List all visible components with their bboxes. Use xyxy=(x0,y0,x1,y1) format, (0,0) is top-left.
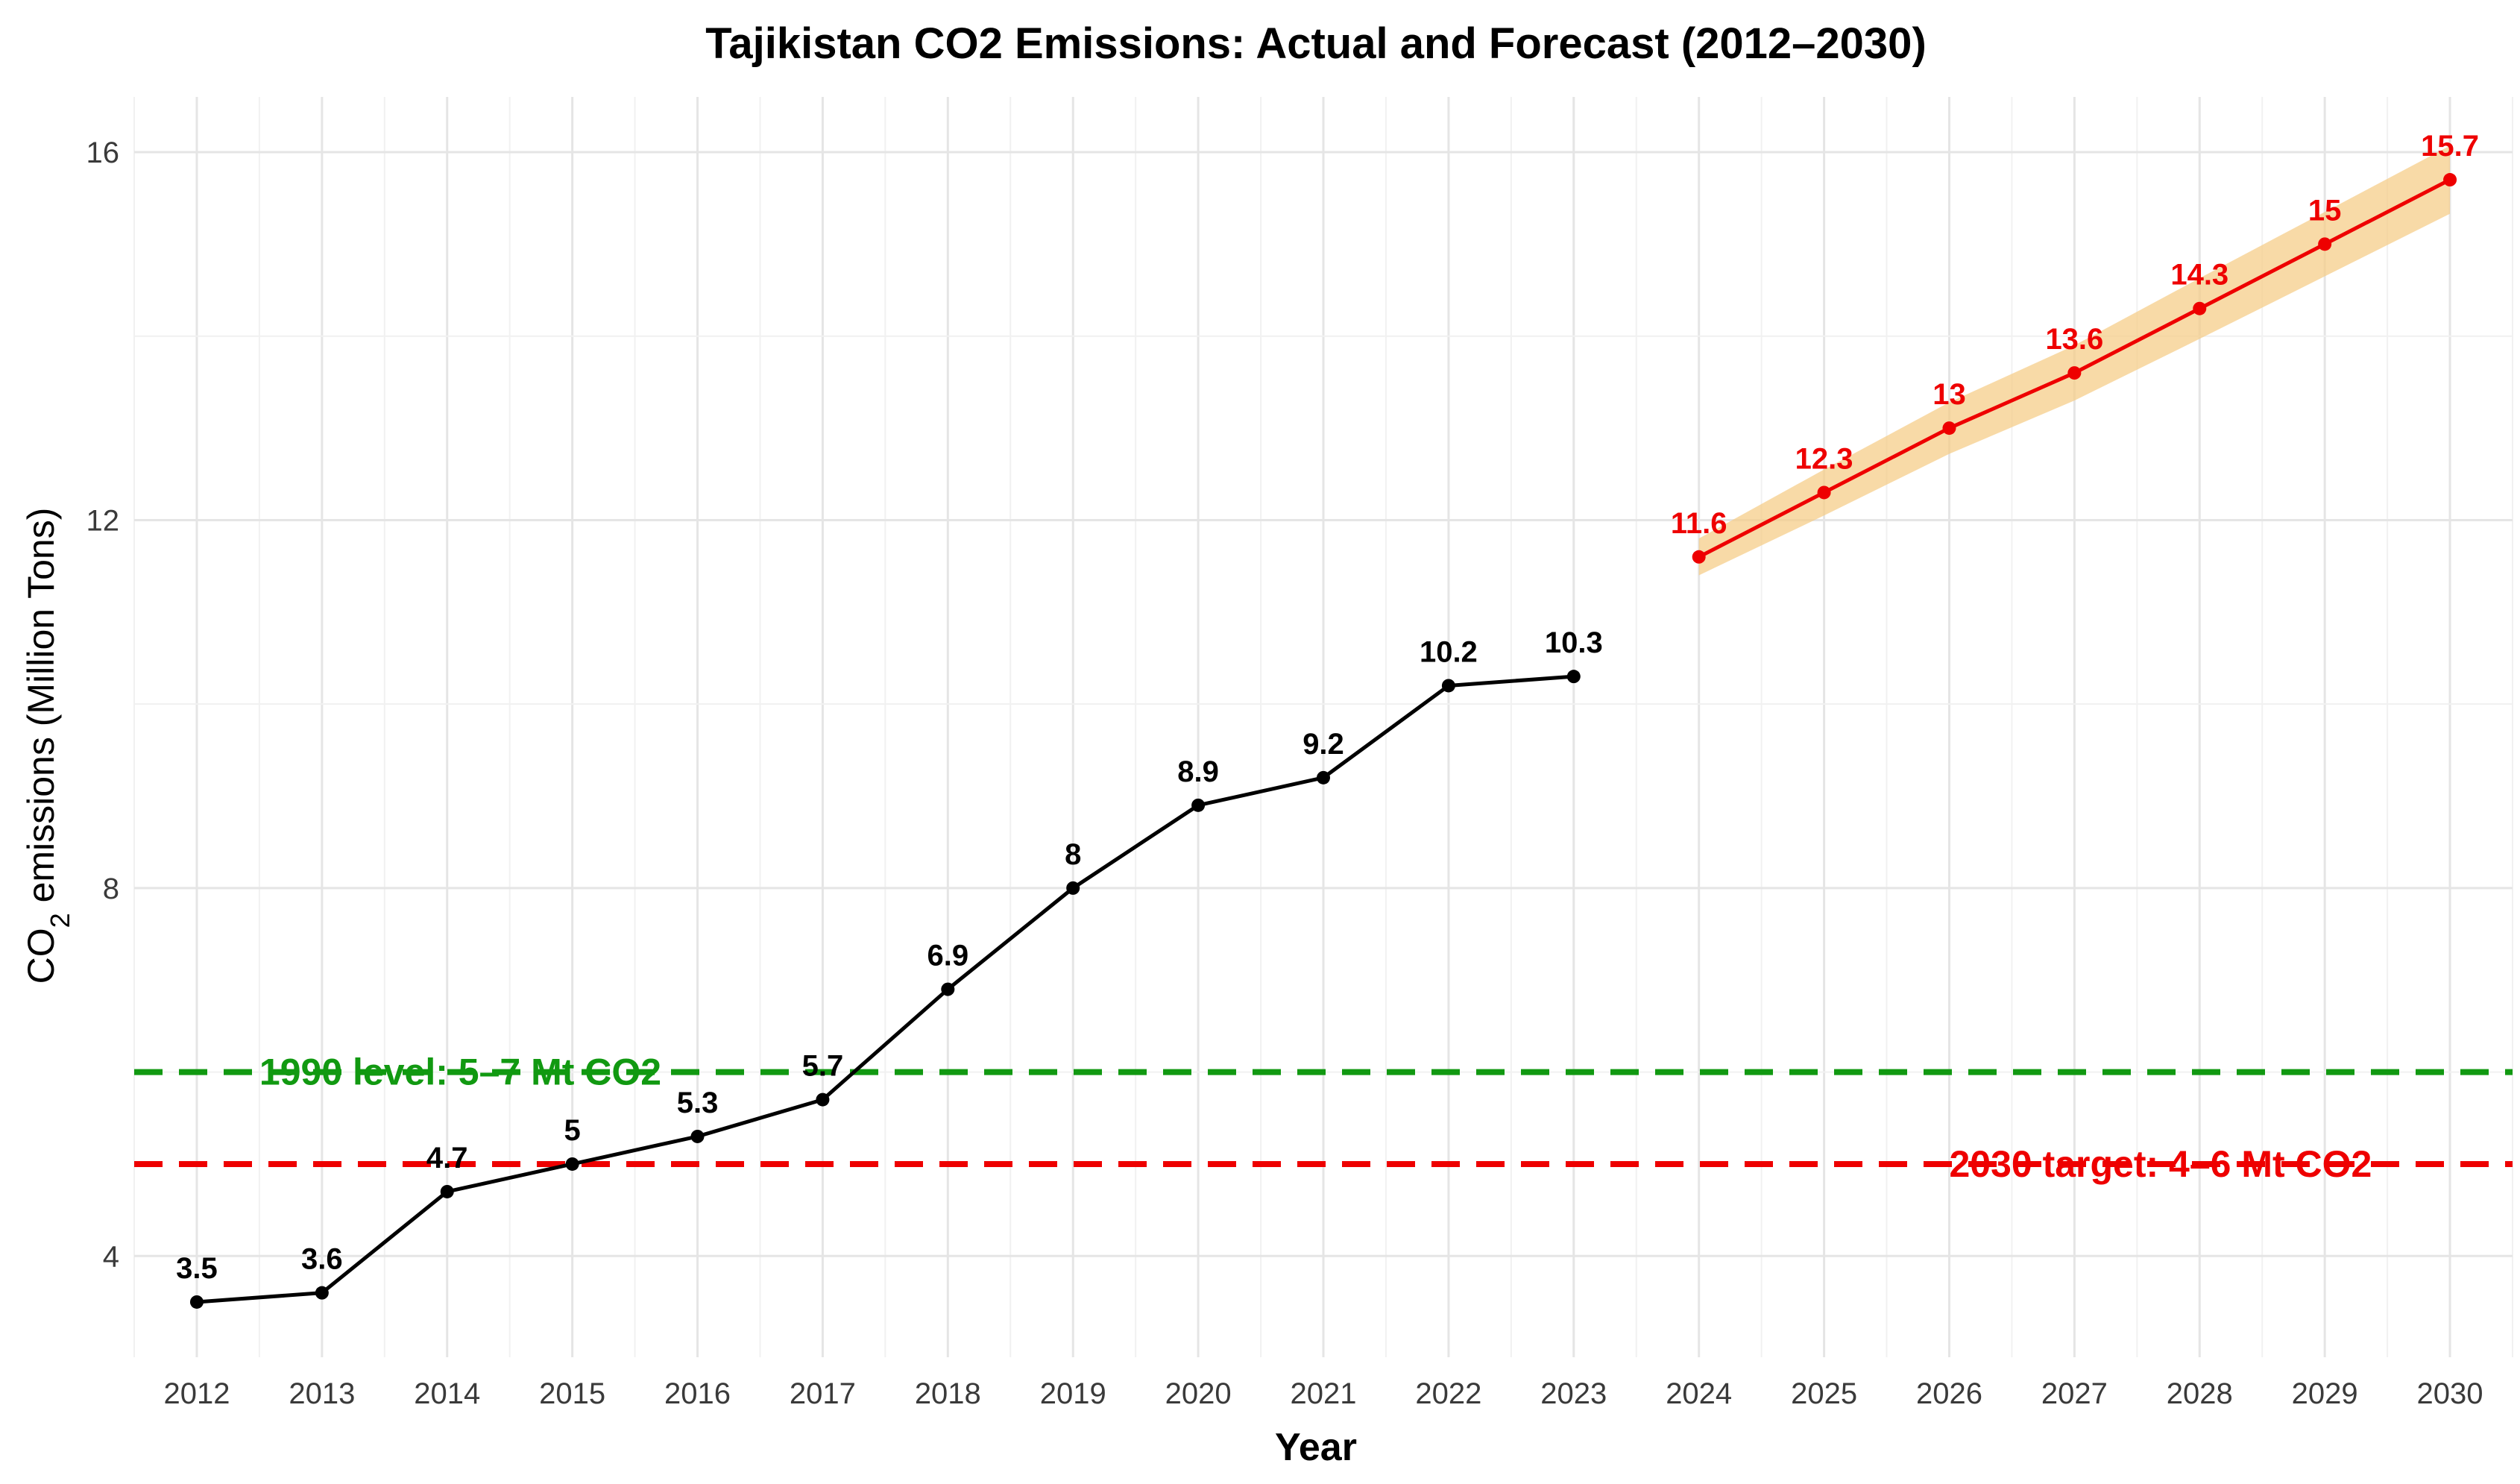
x-tick-label: 2022 xyxy=(1415,1377,1481,1410)
series-line-actual xyxy=(195,674,1576,1304)
data-point-actual xyxy=(315,1286,329,1300)
x-tick-label: 2021 xyxy=(1291,1377,1357,1410)
data-label-forecast: 14.3 xyxy=(2170,259,2228,292)
x-tick-label: 2018 xyxy=(915,1377,981,1410)
data-label-actual: 8.9 xyxy=(1177,755,1219,788)
data-point-forecast xyxy=(1692,550,1706,564)
x-tick-label: 2024 xyxy=(1666,1377,1732,1410)
tick-labels: 4 8 12 16 2012 2013 2014 2015 2016 2017 2018 2019 20… xyxy=(86,136,2483,1410)
data-point-actual xyxy=(189,1295,204,1309)
y-tick-label: 8 xyxy=(103,873,119,905)
x-tick-label: 2014 xyxy=(414,1377,480,1410)
data-point-forecast xyxy=(1942,421,1956,436)
x-tick-label: 2029 xyxy=(2292,1377,2358,1410)
reference-label-1990-level: 1990 level: 5–7 Mt CO2 xyxy=(259,1051,661,1093)
data-point-actual xyxy=(816,1092,830,1107)
data-point-forecast xyxy=(1817,485,1831,500)
forecast-confidence-band xyxy=(1698,145,2451,576)
data-label-actual: 3.5 xyxy=(176,1252,218,1285)
data-label-actual: 3.6 xyxy=(301,1243,343,1276)
x-tick-label: 2019 xyxy=(1040,1377,1106,1410)
data-point-actual xyxy=(1566,670,1581,684)
data-point-actual xyxy=(1066,881,1080,895)
x-tick-label: 2023 xyxy=(1540,1377,1607,1410)
data-label-actual: 5.7 xyxy=(802,1050,844,1083)
data-point-actual xyxy=(1191,798,1206,812)
data-point-actual xyxy=(565,1157,579,1171)
series-layer xyxy=(189,173,2457,1309)
y-axis-title: CO2 emissions (Million Tons) xyxy=(20,508,75,984)
x-tick-label: 2028 xyxy=(2167,1377,2233,1410)
data-point-actual xyxy=(440,1184,454,1198)
x-tick-label: 2012 xyxy=(163,1377,230,1410)
data-point-actual xyxy=(690,1129,705,1143)
x-tick-label: 2017 xyxy=(790,1377,856,1410)
data-label-actual: 10.3 xyxy=(1545,626,1603,659)
x-tick-label: 2030 xyxy=(2417,1377,2483,1410)
data-label-actual: 5 xyxy=(564,1114,581,1147)
y-tick-label: 4 xyxy=(103,1240,119,1273)
data-point-actual xyxy=(1317,770,1330,785)
y-tick-label: 16 xyxy=(86,136,120,169)
x-tick-label: 2026 xyxy=(1916,1377,1982,1410)
x-axis-title: Year xyxy=(1275,1426,1357,1469)
data-point-forecast xyxy=(2067,366,2082,380)
data-label-forecast: 15.7 xyxy=(2421,130,2479,163)
data-label-actual: 10.2 xyxy=(1420,635,1478,668)
data-point-forecast xyxy=(2443,173,2457,187)
x-tick-label: 2015 xyxy=(539,1377,605,1410)
data-label-forecast: 13 xyxy=(1932,378,1966,411)
x-tick-label: 2016 xyxy=(664,1377,731,1410)
data-label-actual: 5.3 xyxy=(677,1087,719,1119)
data-label-actual: 6.9 xyxy=(927,940,969,972)
data-label-actual: 4.7 xyxy=(426,1142,468,1175)
data-label-forecast: 15 xyxy=(2308,194,2342,227)
forecast-confidence-band-layer xyxy=(1698,145,2451,576)
data-label-actual: 8 xyxy=(1065,838,1081,871)
reference-lines xyxy=(134,1069,2513,1167)
data-label-actual: 9.2 xyxy=(1302,728,1344,761)
reference-label-2030-target: 2030 target: 4–6 Mt CO2 xyxy=(1949,1143,2372,1185)
chart-title: Tajikistan CO2 Emissions: Actual and For… xyxy=(705,19,1927,68)
y-tick-label: 12 xyxy=(86,504,120,537)
data-point-forecast xyxy=(2318,237,2332,251)
y-axis-title-subscript: 2 xyxy=(45,913,75,928)
x-tick-label: 2013 xyxy=(289,1377,355,1410)
data-point-actual xyxy=(941,982,955,996)
x-tick-label: 2025 xyxy=(1791,1377,1857,1410)
data-label-forecast: 11.6 xyxy=(1671,507,1727,540)
y-axis-title-prefix: CO xyxy=(20,928,62,984)
data-label-forecast: 12.3 xyxy=(1795,442,1853,475)
x-tick-label: 2020 xyxy=(1165,1377,1232,1410)
data-point-forecast xyxy=(2193,301,2207,315)
data-point-actual xyxy=(1441,679,1455,693)
y-axis-title-suffix: emissions (Million Tons) xyxy=(20,508,62,914)
data-labels: 3.5 3.6 4.7 5 5.3 5.7 6.9 8 8.9 9.2 10.2 10.3 11.6 12… xyxy=(176,130,2479,1285)
data-label-forecast: 13.6 xyxy=(2045,323,2103,356)
x-tick-label: 2027 xyxy=(2041,1377,2108,1410)
